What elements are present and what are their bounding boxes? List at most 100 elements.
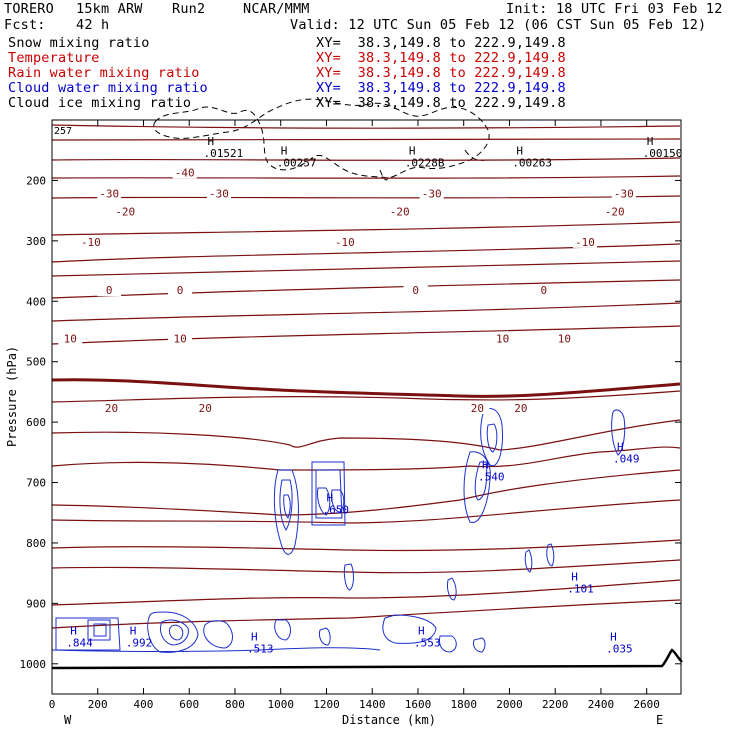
field-xy-cloud-ice: XY= 38.3,149.8 to 222.9,149.8 (316, 95, 566, 111)
isotherm-label-bg (97, 187, 122, 200)
isotherm-label: -20 (605, 206, 625, 219)
y-tick-label: 800 (26, 537, 46, 550)
terrain-line (51, 648, 683, 670)
isotherm-label: -10 (335, 236, 355, 249)
init-time: Init: 18 UTC Fri 03 Feb 12 (506, 1, 723, 17)
high-marker-h: H (281, 144, 288, 157)
x-tick-label: 400 (134, 698, 154, 711)
high-marker-value: .00263 (512, 156, 552, 169)
field-xy-temperature: XY= 38.3,149.8 to 222.9,149.8 (316, 50, 566, 66)
y-tick-label: 500 (26, 356, 46, 369)
isotherm-label: -30 (99, 188, 119, 201)
valid-time: Valid: 12 UTC Sun 05 Feb 12 (06 CST Sun … (290, 17, 707, 33)
y-tick-label: 400 (26, 295, 46, 308)
high-marker-h: H (610, 631, 617, 644)
isotherm-label-bg (168, 284, 193, 297)
y-tick-label: 700 (26, 477, 46, 490)
x-axis-title: Distance (km) (342, 713, 436, 727)
isotherm-label-bg (419, 187, 444, 200)
isotherm-label-bg (206, 187, 231, 200)
isotherm-label: -20 (390, 206, 410, 219)
x-tick-label: 600 (179, 698, 199, 711)
high-marker-value: .992 (126, 637, 153, 650)
isotherm-label: 10 (496, 333, 509, 346)
field-name-rain: Rain water mixing ratio (8, 65, 200, 81)
y-tick-label: 1000 (20, 658, 47, 671)
y-tick-label: 200 (26, 174, 46, 187)
high-markers: H.01521 H.00257H.0228BH.00263H.00150H.650… (66, 135, 682, 655)
high-marker-h: H (326, 492, 333, 505)
x-tick-label: 2600 (633, 698, 660, 711)
x-axis-east-label: E (656, 713, 663, 727)
high-marker-value: .540 (478, 470, 505, 483)
x-axis-west-label: W (64, 713, 72, 727)
high-marker-h: H (418, 625, 425, 638)
x-tick-label: 1600 (405, 698, 432, 711)
isotherm-label: -20 (115, 206, 135, 219)
axis-ticks (51, 120, 681, 694)
isotherm-lines (51, 124, 681, 629)
isotherm-label: -30 (422, 188, 442, 201)
isotherm-label-bg (78, 235, 103, 248)
isotherm-zero-line (51, 378, 681, 398)
x-tick-label: 1000 (267, 698, 294, 711)
isotherm-label-bg (552, 332, 577, 345)
grid-resolution: 15km ARW (76, 1, 143, 17)
isotherm-label: 10 (64, 333, 77, 346)
high-marker-value: .553 (414, 637, 441, 650)
x-tick-label: 800 (225, 698, 245, 711)
isotherm-label: -40 (175, 166, 195, 179)
field-name-cloud-ice: Cloud ice mixing ratio (8, 95, 192, 111)
isotherm-label: -30 (209, 188, 229, 201)
isotherm-label: 0 (106, 284, 113, 297)
high-marker-value: .844 (66, 637, 93, 650)
isotherm-label: 0 (177, 284, 184, 297)
x-tick-label: 2200 (542, 698, 569, 711)
field-name-snow: Snow mixing ratio (8, 35, 150, 51)
high-marker-value: .00257 (277, 156, 317, 169)
isotherm-label: 10 (173, 333, 186, 346)
x-tick-label: 1400 (359, 698, 386, 711)
isotherm-label-bg (602, 205, 627, 218)
org-label: NCAR/MMM (243, 1, 310, 17)
x-tick-label: 2400 (588, 698, 615, 711)
isotherm-label-bg (193, 402, 218, 415)
isotherm-label: 20 (514, 402, 527, 415)
isotherm-label-bg (531, 284, 556, 297)
high-marker-value: .0228B (405, 156, 445, 169)
y-axis-title: Pressure (hPa) (5, 346, 19, 447)
isotherm-labels: -40 -30 -30 -30 -30 -20 -20 -20 -10 -10 -10 0 0 0 0 10 1… (58, 166, 636, 415)
isotherm-label-bg (387, 205, 412, 218)
isotherm-label: 0 (540, 284, 547, 297)
x-tick-label: 200 (88, 698, 108, 711)
x-tick-label: 1800 (450, 698, 477, 711)
isotherm-label: 20 (199, 402, 212, 415)
isotherm-label-bg (99, 402, 124, 415)
isotherm-label: 10 (558, 333, 571, 346)
y-tick-label: 600 (26, 416, 46, 429)
isotherm-label-bg (113, 205, 138, 218)
isotherm-label-bg (508, 402, 533, 415)
left-edge-value: 257 (54, 126, 72, 137)
run-label: Run2 (172, 1, 206, 17)
high-marker-h: H (208, 135, 215, 148)
x-tick-label: 2000 (496, 698, 523, 711)
isotherm-label-bg (465, 402, 490, 415)
high-marker-h: H (70, 625, 77, 638)
field-xy-cloud-water: XY= 38.3,149.8 to 222.9,149.8 (316, 80, 566, 96)
isotherm-label-bg (97, 284, 122, 297)
isotherm-label: -10 (81, 236, 101, 249)
y-tick-label: 300 (26, 235, 46, 248)
high-marker-value: .101 (567, 582, 594, 595)
axis-tick-labels: 0 200 400 600 800 1000 1200 1400 1600 1800 2000 220… (20, 174, 660, 711)
high-marker-h: H (647, 135, 654, 148)
isotherm-label-bg (403, 284, 428, 297)
high-marker-value: .035 (606, 643, 633, 656)
high-marker-value: .049 (613, 452, 640, 465)
isotherm-label-bg (611, 187, 636, 200)
isotherm-label-bg (168, 332, 193, 345)
high-marker-h: H (130, 625, 137, 638)
high-marker-h: H (251, 631, 258, 644)
isotherm-label-bg (572, 235, 597, 248)
